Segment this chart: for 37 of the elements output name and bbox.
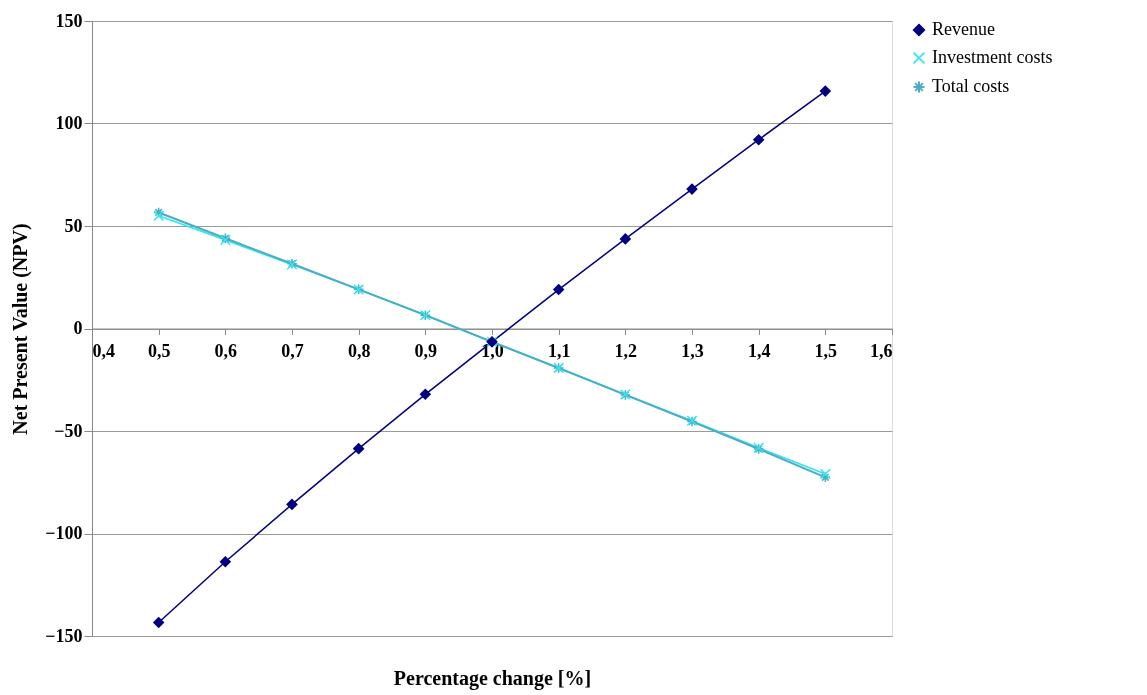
legend-label: Total costs bbox=[932, 76, 1010, 96]
point bbox=[753, 134, 765, 146]
y-tick-label: 150 bbox=[55, 10, 83, 31]
point bbox=[286, 498, 298, 510]
point bbox=[353, 443, 365, 455]
point bbox=[419, 388, 431, 400]
legend-label: Investment costs bbox=[932, 47, 1053, 67]
point bbox=[153, 210, 165, 222]
x-tick-label: 0,8 bbox=[347, 341, 371, 361]
x-tick-label: 1,5 bbox=[814, 341, 838, 361]
x-axis-title: Percentage change [%] bbox=[393, 666, 592, 690]
point bbox=[553, 284, 565, 296]
y-tick-label: −100 bbox=[45, 523, 83, 543]
point bbox=[153, 206, 165, 218]
x-tick-label: 1,1 bbox=[547, 341, 571, 361]
x-tick-label: 0,4 bbox=[92, 341, 115, 361]
x-tick-label: 1,4 bbox=[747, 341, 771, 361]
point bbox=[819, 85, 831, 97]
point bbox=[153, 616, 165, 628]
point bbox=[686, 183, 698, 195]
legend-label: Revenue bbox=[932, 19, 995, 39]
y-tick-label: 50 bbox=[64, 215, 83, 236]
x-tick-label: 0,5 bbox=[147, 341, 171, 361]
y-axis-title: Net Present Value (NPV) bbox=[9, 223, 33, 435]
x-tick-label: 1,2 bbox=[614, 341, 638, 361]
x-tick-label: 1,6 bbox=[870, 341, 893, 361]
y-tick-label: 0 bbox=[73, 318, 83, 338]
x-tick-label: 0,9 bbox=[414, 341, 438, 361]
x-tick-label: 0,6 bbox=[214, 341, 238, 361]
y-tick-label: −50 bbox=[54, 420, 83, 441]
point bbox=[619, 233, 631, 245]
y-tick-label: 100 bbox=[55, 113, 83, 133]
x-tick-label: 0,7 bbox=[281, 341, 304, 361]
y-tick-label: −150 bbox=[45, 625, 83, 646]
x-tick-label: 1,3 bbox=[681, 341, 704, 361]
point bbox=[219, 556, 231, 568]
x-tick-label: 1,0 bbox=[481, 341, 504, 361]
